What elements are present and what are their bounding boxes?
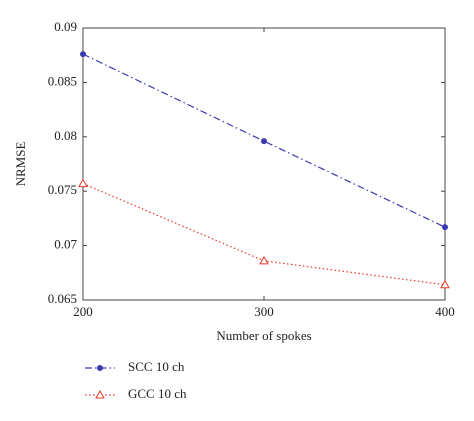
series-line <box>82 53 446 228</box>
series-line <box>82 183 446 286</box>
legend-marker <box>97 365 103 371</box>
y-tick-label: 0.065 <box>48 291 77 306</box>
x-tick-label: 200 <box>73 304 93 319</box>
x-tick-label: 400 <box>435 304 455 319</box>
data-point <box>261 138 267 145</box>
data-point <box>442 224 448 231</box>
y-tick-label: 0.075 <box>48 182 77 197</box>
data-point <box>259 255 269 265</box>
x-tick-label: 300 <box>254 304 274 319</box>
data-point <box>78 178 88 188</box>
y-tick-label: 0.08 <box>54 128 77 143</box>
data-point <box>80 51 86 58</box>
x-axis-label: Number of spokes <box>216 328 311 343</box>
data-point <box>440 279 450 289</box>
legend-label: GCC 10 ch <box>128 386 187 401</box>
y-axis-label: NRMSE <box>13 142 28 187</box>
y-tick-label: 0.09 <box>54 19 77 34</box>
y-tick-label: 0.085 <box>48 73 77 88</box>
legend-marker <box>95 389 105 399</box>
legend-label: SCC 10 ch <box>128 359 185 374</box>
y-tick-label: 0.07 <box>54 237 77 252</box>
